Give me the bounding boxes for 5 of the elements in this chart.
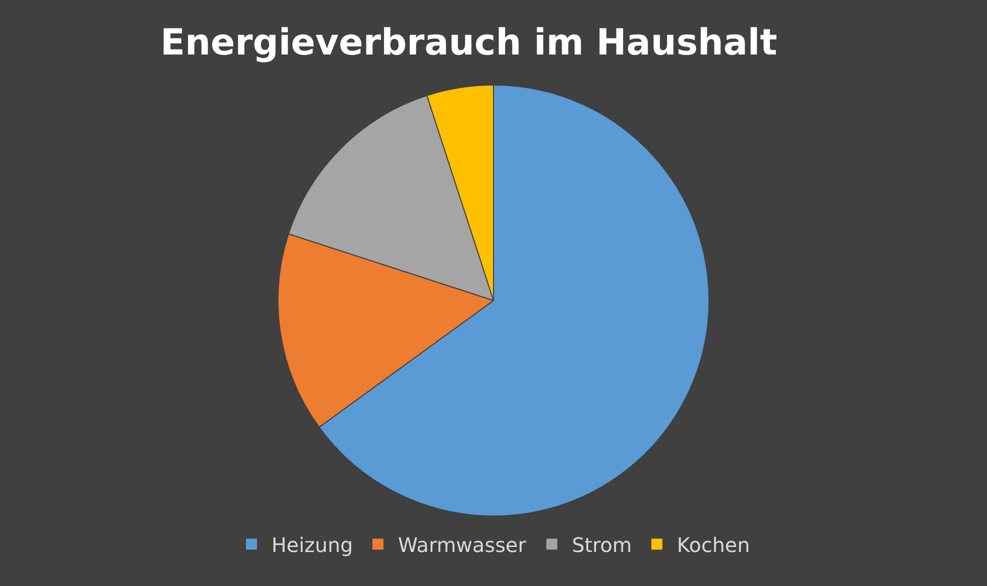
legend-label: Warmwasser	[398, 532, 527, 557]
chart-title: Energieverbrauch im Haushalt	[160, 22, 778, 64]
legend-label: Strom	[572, 532, 632, 557]
legend-label: Heizung	[272, 532, 353, 557]
legend-label: Kochen	[676, 532, 750, 557]
